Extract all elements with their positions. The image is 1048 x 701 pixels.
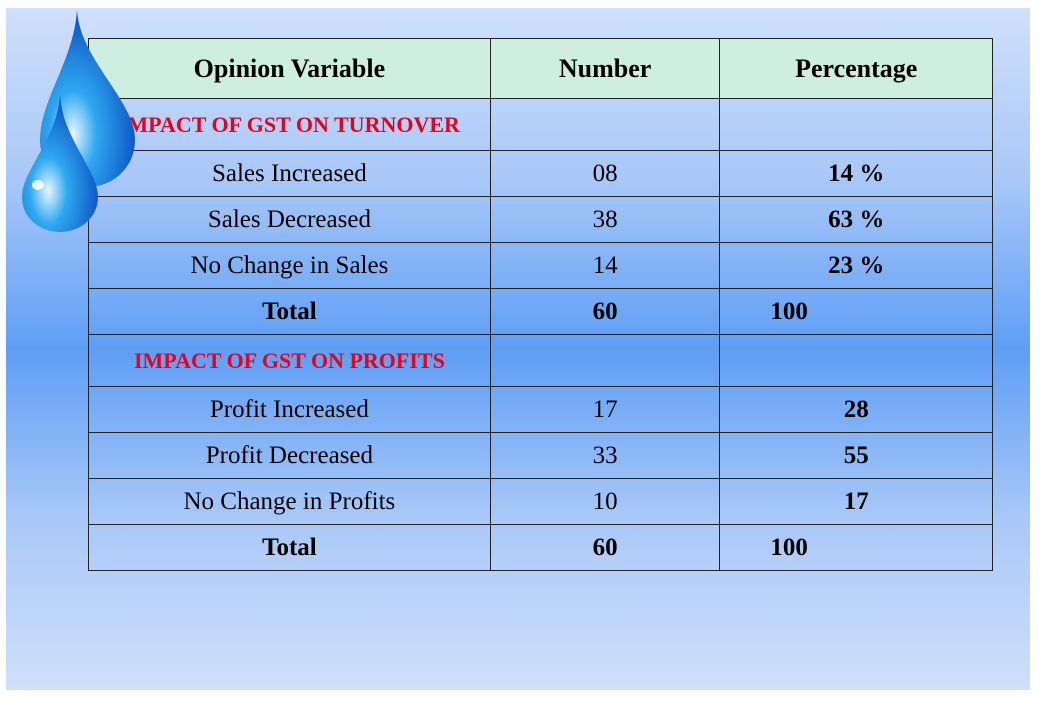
table-cell: No Change in Profits	[89, 479, 491, 525]
table-cell: 10	[490, 479, 720, 525]
table-cell: 60	[490, 289, 720, 335]
table-row: IMPACT OF GST ON TURNOVER	[89, 99, 993, 151]
table-cell: 100	[720, 289, 993, 335]
table-row: IMPACT OF GST ON PROFITS	[89, 335, 993, 387]
table-cell: 38	[490, 197, 720, 243]
table-cell: Number	[490, 39, 720, 99]
table-cell: 28	[720, 387, 993, 433]
table-cell: IMPACT OF GST ON PROFITS	[89, 335, 491, 387]
table-cell: Percentage	[720, 39, 993, 99]
table-cell: 33	[490, 433, 720, 479]
table-cell: 14 %	[720, 151, 993, 197]
table-cell: 100	[720, 525, 993, 571]
highlight	[32, 180, 44, 190]
droplet-decoration	[0, 0, 160, 240]
table-cell	[490, 99, 720, 151]
table-cell: 55	[720, 433, 993, 479]
table-cell	[720, 99, 993, 151]
table-cell: 17	[720, 479, 993, 525]
table-cell: 60	[490, 525, 720, 571]
table-cell: 14	[490, 243, 720, 289]
table-cell	[490, 335, 720, 387]
table-cell: Profit Decreased	[89, 433, 491, 479]
table-cell: No Change in Sales	[89, 243, 491, 289]
table-cell: 23 %	[720, 243, 993, 289]
table-cell: 08	[490, 151, 720, 197]
table-cell: 63 %	[720, 197, 993, 243]
table-cell	[720, 335, 993, 387]
table-cell: Profit Increased	[89, 387, 491, 433]
table-cell: Total	[89, 289, 491, 335]
table-cell: 17	[490, 387, 720, 433]
page: Opinion VariableNumberPercentageIMPACT O…	[0, 0, 1048, 701]
table-cell: Total	[89, 525, 491, 571]
